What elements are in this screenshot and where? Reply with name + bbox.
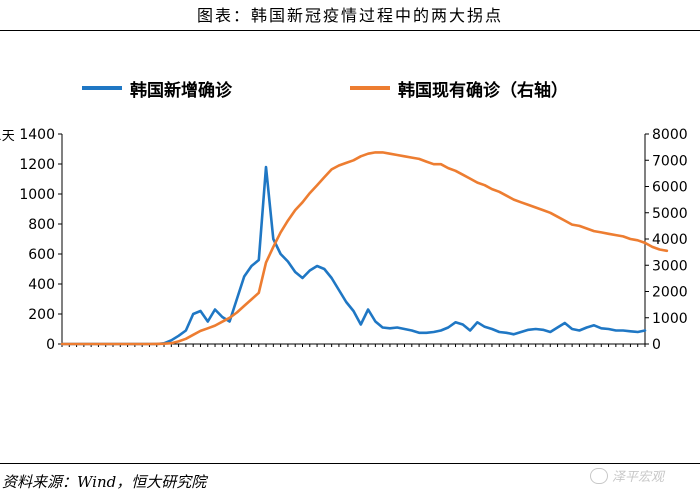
legend-item-new-cases: 韩国新增确诊: [82, 74, 232, 102]
y-left-tick-label: 400: [28, 277, 55, 293]
y-left-tick-label: 1000: [19, 187, 55, 203]
duration-label: 11天: [0, 129, 15, 144]
figure-title: 图表：韩国新冠疫情过程中的两大拐点: [196, 6, 503, 25]
y-right-tick-label: 7000: [652, 153, 688, 169]
y-left-tick-label: 1400: [19, 127, 55, 143]
line-chart: 11天 0 200 400 600 800 1000 1200 1400 0 1000 2000 300…: [0, 127, 688, 353]
source-divider: [0, 463, 700, 464]
legend-item-active-cases: 韩国现有确诊（右轴）: [350, 74, 568, 102]
y-right-tick-label: 3000: [652, 258, 688, 274]
legend-swatch-new-cases: [82, 86, 122, 90]
y-right-tick-label: 2000: [652, 285, 688, 301]
y-right-tick-label: 6000: [652, 180, 688, 196]
wechat-icon: [590, 467, 608, 484]
y-left-tick-label: 0: [46, 337, 55, 353]
y-right-tick-label: 0: [652, 337, 661, 353]
y-right-tick-label: 1000: [652, 311, 688, 327]
legend-label-new-cases: 韩国新增确诊: [130, 80, 232, 101]
series-line-new-cases: [60, 165, 647, 346]
y-right-tick-label: 5000: [652, 206, 688, 222]
source-note: 资料来源：Wind，恒大研究院: [2, 473, 207, 491]
y-left-tick-label: 800: [28, 217, 55, 233]
title-divider: [0, 30, 700, 31]
watermark-text: 泽平宏观: [612, 470, 665, 485]
y-right-tick-label: 4000: [652, 232, 688, 248]
legend-label-active-cases: 韩国现有确诊（右轴）: [398, 80, 568, 101]
legend-swatch-active-cases: [350, 86, 390, 90]
y-left-tick-label: 1200: [19, 157, 55, 173]
y-left-tick-label: 200: [28, 307, 55, 323]
series-line-active-cases: [60, 151, 669, 346]
watermark: 泽平宏观: [590, 466, 664, 485]
y-left-tick-label: 600: [28, 247, 55, 263]
y-right-tick-label: 8000: [652, 127, 688, 143]
